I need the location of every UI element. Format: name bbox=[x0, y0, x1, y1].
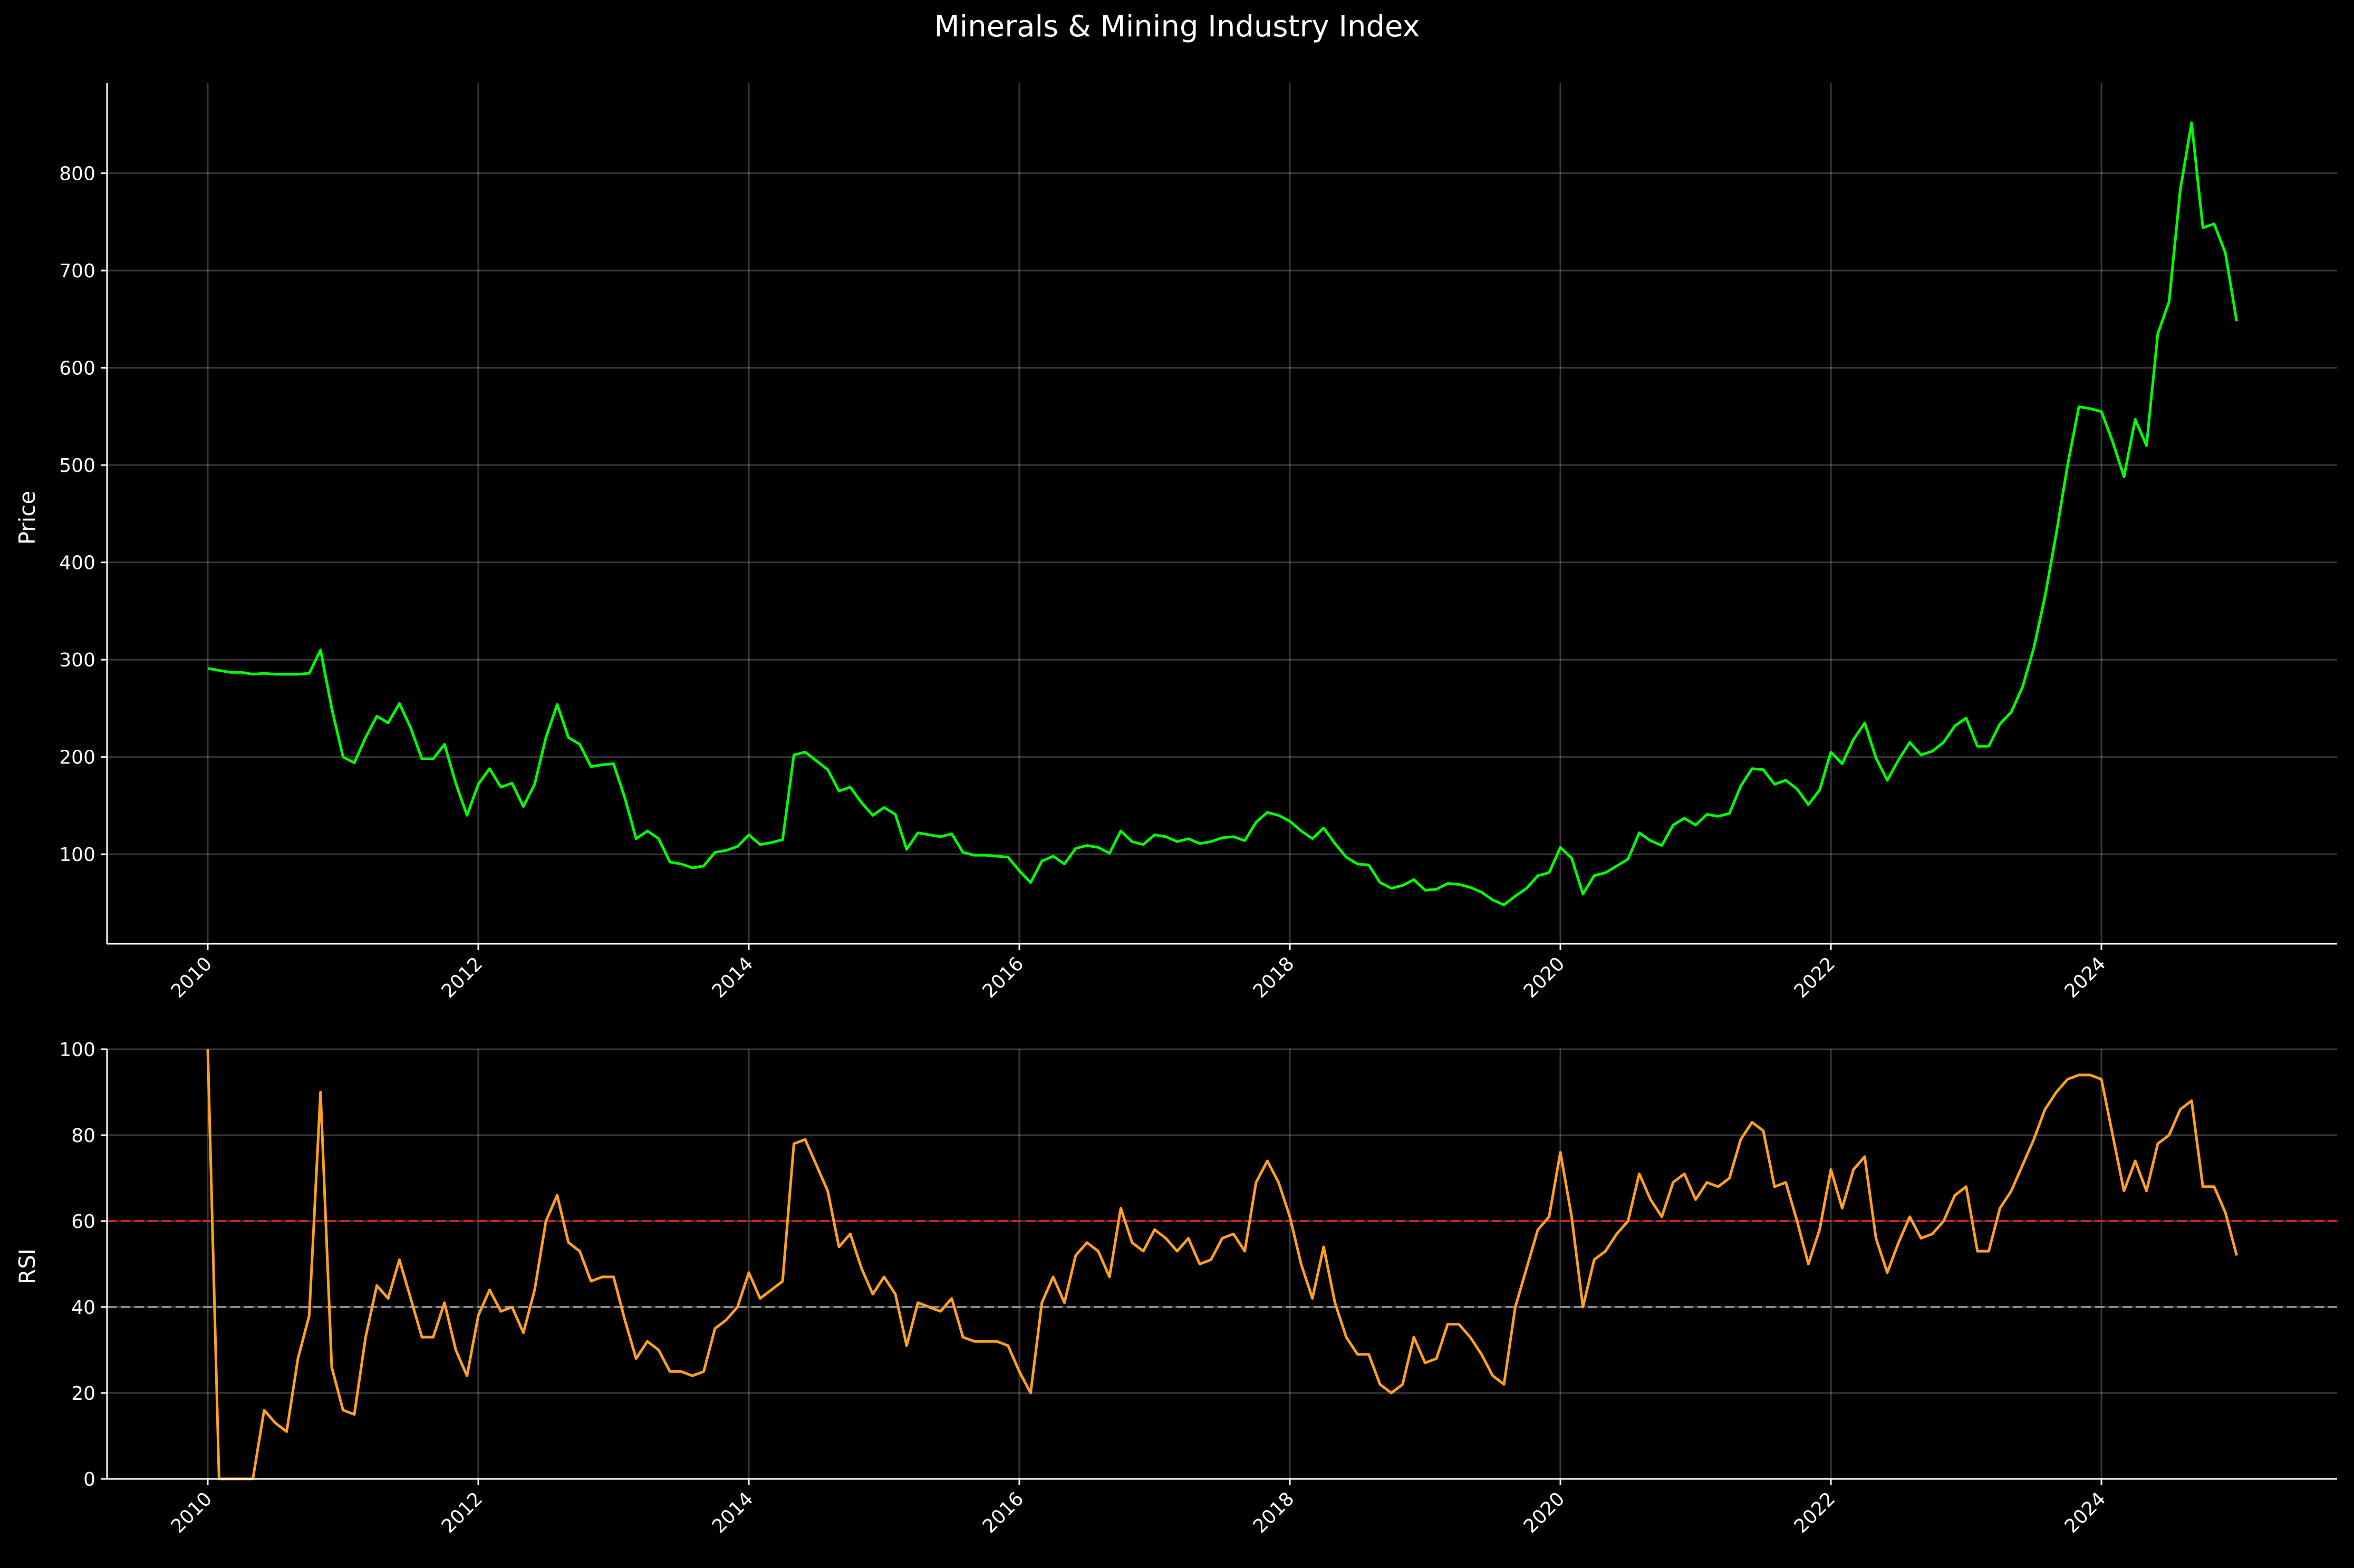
rsi-axes: 2010 2012 2014 2016 2018 2020 2022 2024 0 20 40 60 8… bbox=[59, 1039, 2337, 1537]
price-x-tick-label: 2024 bbox=[2061, 953, 2110, 1002]
rsi-gridlines bbox=[107, 1048, 2337, 1480]
rsi-y-tick-label: 60 bbox=[71, 1211, 95, 1233]
rsi-x-tick-label: 2016 bbox=[979, 1488, 1028, 1537]
price-x-tick-label: 2012 bbox=[438, 953, 487, 1002]
price-panel: 2010 2012 2014 2016 2018 2020 2022 2024 100 200 30… bbox=[14, 83, 2337, 1002]
rsi-x-tick-label: 2014 bbox=[708, 1488, 758, 1537]
price-x-tick-label: 2014 bbox=[708, 953, 758, 1002]
price-y-tick-label: 600 bbox=[59, 358, 95, 380]
rsi-x-tick-label: 2022 bbox=[1790, 1488, 1840, 1537]
price-y-tick-label: 700 bbox=[59, 260, 95, 282]
rsi-x-tick-label: 2018 bbox=[1249, 1488, 1299, 1537]
price-axis-label: Price bbox=[14, 491, 40, 545]
rsi-x-tick-label: 2012 bbox=[438, 1488, 487, 1537]
rsi-x-tick-label: 2024 bbox=[2061, 1488, 2110, 1537]
rsi-series-line bbox=[206, 1049, 2238, 1480]
price-x-tick-label: 2010 bbox=[167, 953, 217, 1002]
price-y-tick-label: 800 bbox=[59, 163, 95, 185]
rsi-y-tick-label: 40 bbox=[71, 1297, 95, 1319]
price-x-tick-label: 2018 bbox=[1249, 953, 1299, 1002]
rsi-y-tick-label: 100 bbox=[59, 1039, 95, 1061]
price-series-line bbox=[207, 121, 2238, 906]
rsi-reference-lines bbox=[107, 1220, 2337, 1308]
price-x-tick-label: 2016 bbox=[979, 953, 1028, 1002]
rsi-y-tick-label: 20 bbox=[71, 1383, 95, 1405]
chart-title: Minerals & Mining Industry Index bbox=[934, 9, 1420, 44]
price-y-tick-label: 400 bbox=[59, 553, 95, 574]
price-series bbox=[207, 121, 2238, 906]
price-gridlines bbox=[107, 83, 2337, 944]
price-y-tick-label: 200 bbox=[59, 747, 95, 769]
price-axes: 2010 2012 2014 2016 2018 2020 2022 2024 100 200 30… bbox=[59, 83, 2337, 1002]
rsi-series bbox=[206, 1049, 2238, 1480]
rsi-y-tick-label: 80 bbox=[71, 1125, 95, 1147]
rsi-x-tick-label: 2010 bbox=[167, 1488, 217, 1537]
price-x-tick-label: 2020 bbox=[1520, 953, 1569, 1002]
rsi-axis-label: RSI bbox=[14, 1248, 40, 1284]
rsi-x-tick-label: 2020 bbox=[1520, 1488, 1569, 1537]
price-y-tick-label: 500 bbox=[59, 455, 95, 477]
price-y-tick-label: 100 bbox=[59, 844, 95, 866]
price-y-tick-label: 300 bbox=[59, 650, 95, 671]
rsi-panel: 2010 2012 2014 2016 2018 2020 2022 2024 0 20 40 60 8… bbox=[14, 1039, 2337, 1537]
price-x-tick-label: 2022 bbox=[1790, 953, 1840, 1002]
rsi-y-tick-label: 0 bbox=[83, 1469, 95, 1490]
